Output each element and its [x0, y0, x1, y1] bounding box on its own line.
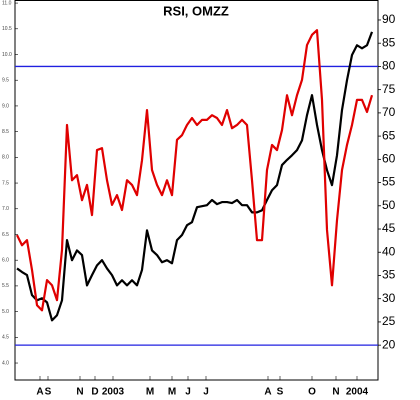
y2-tick-label: 75	[382, 82, 396, 96]
y-tick-label: 8.0	[2, 155, 9, 161]
x-tick-label: 2003	[102, 387, 125, 398]
x-tick-label: J	[203, 387, 209, 398]
x-tick-label: M	[168, 387, 176, 398]
y2-tick-label: 30	[382, 291, 396, 305]
y-tick-label: 6.0	[2, 258, 9, 264]
y2-tick-label: 45	[382, 221, 396, 235]
y-tick-label: 4.0	[2, 360, 9, 366]
y2-tick-label: 70	[382, 105, 396, 119]
series-line	[16, 31, 374, 322]
y2-tick-label: 80	[382, 59, 396, 73]
y2-tick-label: 40	[382, 244, 396, 258]
x-tick-label: A	[264, 387, 271, 398]
y-tick-label: 10.5	[2, 26, 12, 32]
x-tick-label: 2004	[346, 387, 369, 398]
y-tick-label: 8.5	[2, 129, 9, 135]
y-tick-label: 10.0	[2, 52, 12, 58]
x-tick-label: N	[76, 387, 83, 398]
x-tick-label: A	[36, 387, 43, 398]
x-tick-label: J	[185, 387, 191, 398]
y-tick-label: 5.5	[2, 283, 9, 289]
y-tick-label: 6.5	[2, 232, 9, 238]
x-tick-label: S	[277, 387, 284, 398]
y2-tick-label: 65	[382, 128, 396, 142]
y2-tick-label: 55	[382, 175, 396, 189]
y-tick-label: 11.0	[2, 0, 12, 6]
x-tick-label: S	[45, 387, 52, 398]
y2-tick-label: 85	[382, 35, 396, 49]
y-tick-label: 9.0	[2, 103, 9, 109]
y2-tick-label: 25	[382, 314, 396, 328]
plot-frame	[14, 0, 379, 381]
y-tick-label: 7.5	[2, 180, 9, 186]
y2-tick-label: 50	[382, 198, 396, 212]
y2-tick-label: 20	[382, 337, 396, 351]
y-tick-label: 7.0	[2, 206, 9, 212]
chart-title: RSI, OMZZ	[163, 3, 229, 18]
y2-tick-label: 35	[382, 268, 396, 282]
y2-tick-label: 90	[382, 12, 396, 26]
x-tick-label: M	[146, 387, 154, 398]
x-tick-label: D	[91, 387, 98, 398]
x-tick-label: O	[308, 387, 316, 398]
y-tick-label: 5.0	[2, 309, 9, 315]
y-tick-label: 4.5	[2, 335, 9, 341]
y-tick-label: 9.5	[2, 78, 9, 84]
y2-tick-label: 60	[382, 152, 396, 166]
x-tick-label: N	[332, 387, 339, 398]
series-line	[16, 29, 374, 312]
